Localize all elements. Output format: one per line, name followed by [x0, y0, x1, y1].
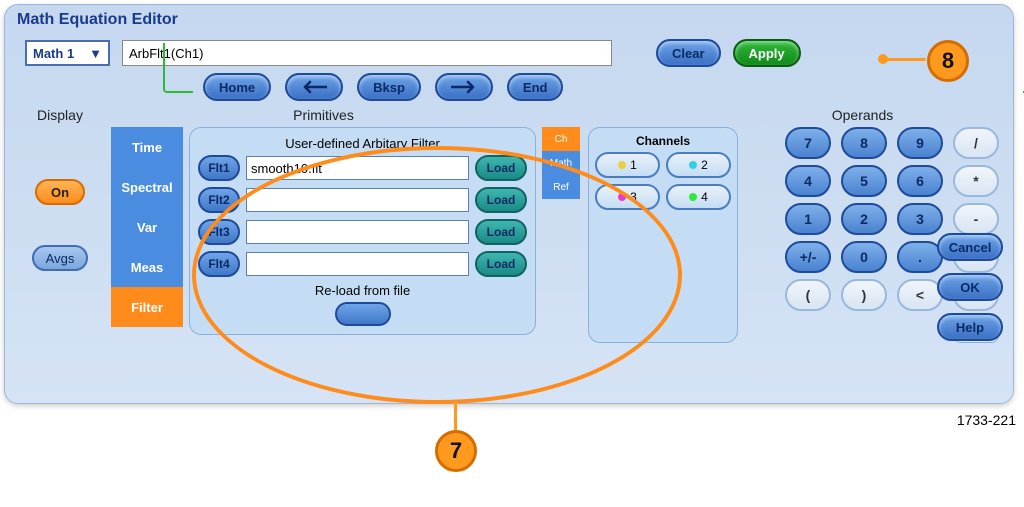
arrow-right-icon: [451, 80, 477, 94]
bksp-button[interactable]: Bksp: [357, 73, 421, 101]
primitives-tabs: Time Spectral Var Meas Filter: [111, 127, 183, 335]
cancel-button[interactable]: Cancel: [937, 233, 1003, 261]
ch4-dot-icon: [689, 193, 697, 201]
callout-7-badge: 7: [435, 430, 477, 472]
flt4-input[interactable]: [246, 252, 469, 276]
end-button[interactable]: End: [507, 73, 564, 101]
key-2[interactable]: 2: [841, 203, 887, 235]
channel-2-button[interactable]: 2: [666, 152, 731, 178]
filter-row-2: Flt2 Load: [198, 187, 527, 213]
key-rparen[interactable]: ): [841, 279, 887, 311]
tab-filter[interactable]: Filter: [111, 287, 183, 327]
tab-var[interactable]: Var: [111, 207, 183, 247]
flt1-button[interactable]: Flt1: [198, 155, 240, 181]
nav-bracket-left: [163, 43, 193, 93]
flt1-load-button[interactable]: Load: [475, 155, 527, 181]
flt4-button[interactable]: Flt4: [198, 251, 240, 277]
home-button[interactable]: Home: [203, 73, 271, 101]
key-4[interactable]: 4: [785, 165, 831, 197]
channel-4-button[interactable]: 4: [666, 184, 731, 210]
ok-button[interactable]: OK: [937, 273, 1003, 301]
key-0[interactable]: 0: [841, 241, 887, 273]
display-label: Display: [15, 107, 105, 123]
figure-reference: 1733-221: [957, 412, 1016, 428]
top-row: Math 1 ▼ Clear Apply: [5, 35, 1013, 67]
channels-panel: Channels 1 2 3 4: [588, 127, 738, 343]
key-7[interactable]: 7: [785, 127, 831, 159]
right-button-column: Cancel OK Help: [937, 233, 1003, 341]
key-9[interactable]: 9: [897, 127, 943, 159]
flt3-input[interactable]: [246, 220, 469, 244]
callout-8-badge: 8: [927, 40, 969, 82]
key-3[interactable]: 3: [897, 203, 943, 235]
callout-7-stem: [454, 402, 457, 432]
dropdown-icon: ▼: [89, 46, 102, 61]
left-arrow-button[interactable]: [285, 73, 343, 101]
avgs-button[interactable]: Avgs: [32, 245, 89, 271]
channel-1-button[interactable]: 1: [595, 152, 660, 178]
channels-title: Channels: [595, 134, 731, 148]
right-arrow-button[interactable]: [435, 73, 493, 101]
display-on-button[interactable]: On: [35, 179, 85, 205]
reload-label: Re-load from file: [198, 283, 527, 298]
flt3-button[interactable]: Flt3: [198, 219, 240, 245]
key-multiply[interactable]: *: [953, 165, 999, 197]
filter-row-3: Flt3 Load: [198, 219, 527, 245]
primitives-column: Primitives Time Spectral Var Meas Filter…: [111, 107, 536, 343]
help-button[interactable]: Help: [937, 313, 1003, 341]
operands-label: Operands: [722, 107, 1003, 123]
filter-row-4: Flt4 Load: [198, 251, 527, 277]
flt1-input[interactable]: [246, 156, 469, 180]
key-minus[interactable]: -: [953, 203, 999, 235]
flt3-load-button[interactable]: Load: [475, 219, 527, 245]
reload-button[interactable]: [335, 302, 391, 326]
arrow-left-icon: [301, 80, 327, 94]
optab-math[interactable]: Math: [542, 151, 580, 175]
operands-column: Operands Ch Math Ref Channels 1 2 3 4: [542, 107, 1003, 343]
key-lparen[interactable]: (: [785, 279, 831, 311]
flt2-load-button[interactable]: Load: [475, 187, 527, 213]
math-equation-editor-window: Math Equation Editor Math 1 ▼ Clear Appl…: [4, 4, 1014, 404]
ch1-dot-icon: [618, 161, 626, 169]
key-1[interactable]: 1: [785, 203, 831, 235]
filter-row-1: Flt1 Load: [198, 155, 527, 181]
optab-ref[interactable]: Ref: [542, 175, 580, 199]
ch3-dot-icon: [618, 193, 626, 201]
filter-panel-title: User-defined Arbitary Filter: [198, 136, 527, 151]
display-column: Display On Avgs: [15, 107, 105, 343]
cursor-nav-row: Home Bksp End: [203, 73, 1013, 101]
math-select[interactable]: Math 1 ▼: [25, 40, 110, 66]
window-title: Math Equation Editor: [5, 5, 1013, 35]
body-row: Display On Avgs Primitives Time Spectral…: [5, 101, 1013, 353]
optab-ch[interactable]: Ch: [542, 127, 580, 151]
key-8[interactable]: 8: [841, 127, 887, 159]
tab-time[interactable]: Time: [111, 127, 183, 167]
operands-tabs: Ch Math Ref: [542, 127, 580, 343]
key-plusminus[interactable]: +/-: [785, 241, 831, 273]
ch2-dot-icon: [689, 161, 697, 169]
primitives-label: Primitives: [111, 107, 536, 123]
flt2-button[interactable]: Flt2: [198, 187, 240, 213]
apply-button[interactable]: Apply: [733, 39, 801, 67]
tab-spectral[interactable]: Spectral: [111, 167, 183, 207]
math-select-value: Math 1: [33, 46, 74, 61]
clear-button[interactable]: Clear: [656, 39, 721, 67]
key-6[interactable]: 6: [897, 165, 943, 197]
channel-3-button[interactable]: 3: [595, 184, 660, 210]
callout-8-stem: [886, 58, 926, 61]
flt4-load-button[interactable]: Load: [475, 251, 527, 277]
tab-meas[interactable]: Meas: [111, 247, 183, 287]
equation-input[interactable]: [122, 40, 612, 66]
flt2-input[interactable]: [246, 188, 469, 212]
key-divide[interactable]: /: [953, 127, 999, 159]
key-5[interactable]: 5: [841, 165, 887, 197]
filter-panel: User-defined Arbitary Filter Flt1 Load F…: [189, 127, 536, 335]
